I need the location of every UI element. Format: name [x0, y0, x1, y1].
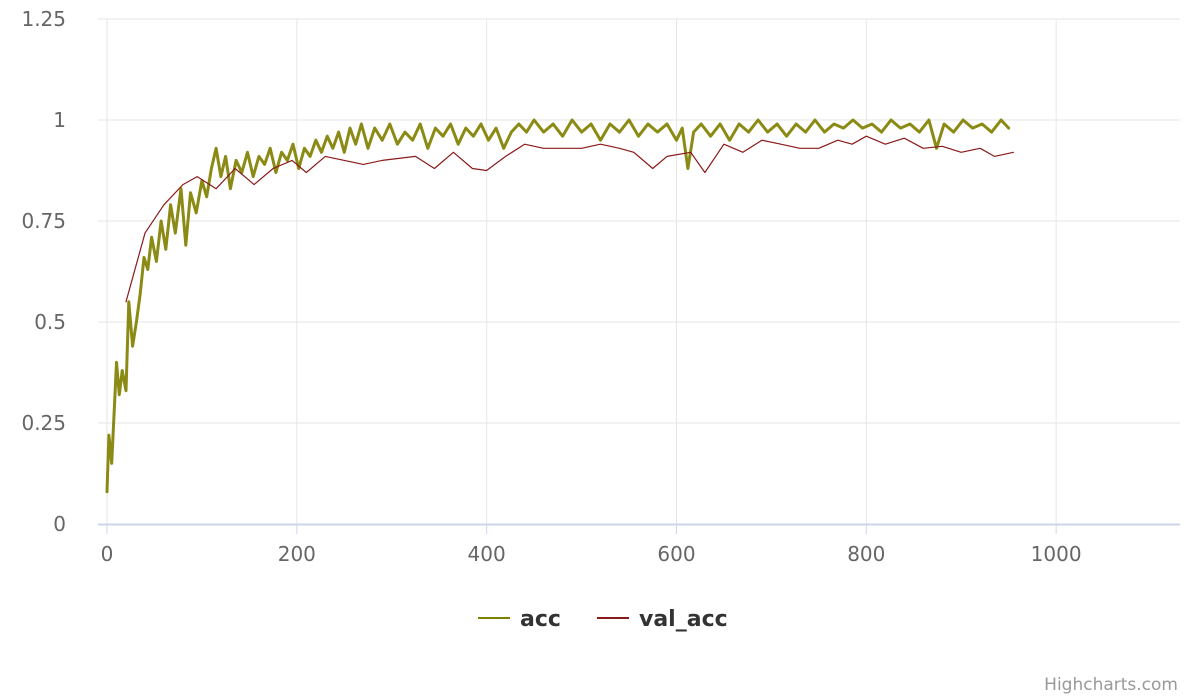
y-tick-label: 0.5 [34, 310, 66, 334]
credits-link[interactable]: Highcharts.com [1044, 675, 1178, 695]
y-tick-label: 0 [53, 512, 66, 536]
legend-label: acc [520, 607, 561, 632]
y-tick-label: 0.75 [21, 209, 66, 233]
x-tick-label: 0 [101, 542, 114, 566]
x-tick-label: 200 [278, 542, 316, 566]
legend-item-val_acc[interactable]: val_acc [597, 607, 728, 632]
series-line-val_acc[interactable] [125, 135, 1014, 303]
legend[interactable]: acc val_acc [478, 607, 728, 632]
y-tick-label: 0.25 [21, 411, 66, 435]
y-tick-label: 1 [53, 108, 66, 132]
series-lines [105, 118, 1014, 494]
series-line-acc[interactable] [105, 118, 1011, 494]
y-tick-label: 1.25 [21, 7, 66, 31]
axes: 0 0.25 0.5 0.75 1 1.25 0 200 400 600 800 1000 [21, 7, 1180, 566]
x-tick-label: 1000 [1031, 542, 1082, 566]
grid-lines [98, 18, 1180, 524]
x-tick-label: 800 [847, 542, 885, 566]
legend-item-acc[interactable]: acc [478, 607, 561, 632]
legend-label: val_acc [639, 607, 728, 632]
x-tick-label: 400 [468, 542, 506, 566]
x-tick-label: 600 [657, 542, 695, 566]
